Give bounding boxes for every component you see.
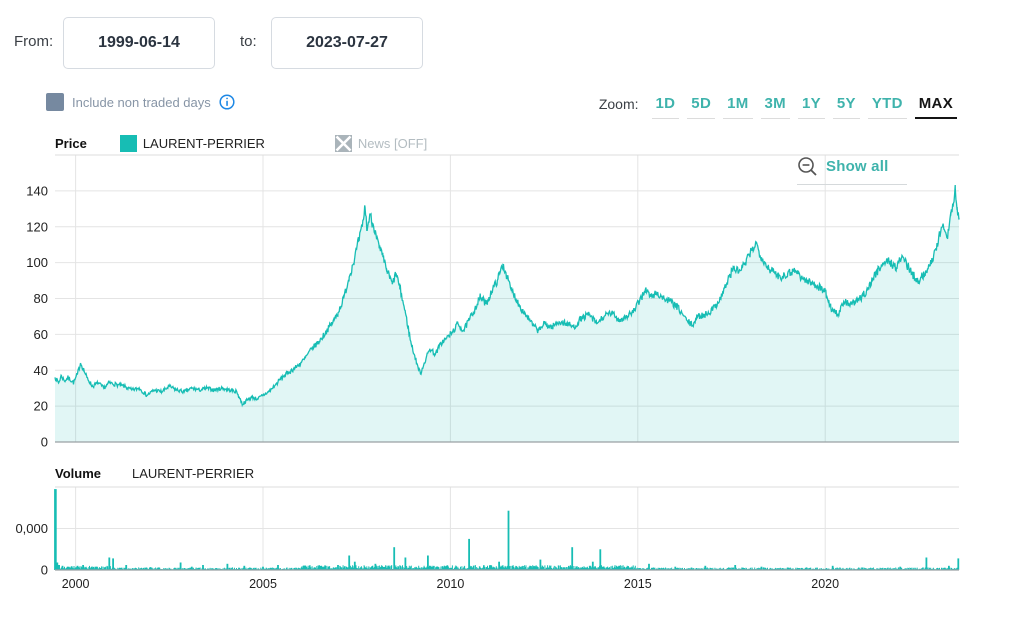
zoom-button-5y[interactable]: 5Y — [832, 95, 860, 119]
to-label: to: — [240, 33, 257, 50]
axis-tick-label: 40 — [34, 363, 48, 378]
news-toggle-label: News [OFF] — [357, 135, 428, 151]
price-area-fill — [55, 185, 959, 442]
price-panel-title: Price — [55, 135, 87, 151]
price-series-name: LAURENT-PERRIER — [142, 135, 265, 151]
axis-tick-label: 2020 — [811, 577, 839, 591]
axis-tick-label: 0 — [41, 435, 48, 450]
price-legend-row: Price LAURENT-PERRIER News [OFF] — [55, 134, 427, 152]
axis-tick-label: 120 — [26, 219, 48, 234]
zoom-button-1m[interactable]: 1M — [723, 95, 753, 119]
show-all-label: Show all — [826, 158, 889, 175]
zoom-label: Zoom: — [598, 96, 639, 112]
zoom-button-3m[interactable]: 3M — [760, 95, 790, 119]
axis-tick-label: 2015 — [624, 577, 652, 591]
zoom-button-ytd[interactable]: YTD — [867, 95, 907, 119]
zoom-buttons: 1D 5D 1M 3M 1Y 5Y YTD MAX — [648, 95, 961, 119]
to-date-input[interactable]: 2023-07-27 — [271, 17, 423, 69]
axis-tick-label: 2010 — [437, 577, 465, 591]
volume-y-axis-labels: 0 0,000 — [15, 521, 48, 578]
price-line-series — [54, 184, 960, 408]
include-non-traded-days-checkbox[interactable] — [46, 93, 64, 111]
volume-series-name: LAURENT-PERRIER — [132, 465, 255, 481]
from-date-input[interactable]: 1999-06-14 — [63, 17, 215, 69]
news-toggle[interactable]: News [OFF] — [334, 134, 428, 152]
axis-tick-label: 2005 — [249, 577, 277, 591]
x-axis-labels: 2000 2005 2010 2015 2020 — [62, 577, 839, 591]
axis-tick-label: 100 — [26, 255, 48, 270]
volume-gridlines — [55, 486, 959, 570]
price-chart[interactable]: 0 20 40 60 80 100 120 140 — [0, 152, 1029, 454]
axis-tick-label: 0,000 — [15, 521, 48, 536]
from-label: From: — [14, 33, 54, 50]
news-off-icon — [334, 134, 352, 152]
zoom-button-5d[interactable]: 5D — [687, 95, 716, 119]
volume-legend-row: Volume LAURENT-PERRIER — [55, 464, 254, 482]
zoom-button-1d[interactable]: 1D — [651, 95, 680, 119]
include-non-traded-days-row: Include non traded days — [46, 93, 235, 111]
axis-tick-label: 20 — [34, 399, 48, 414]
zoom-button-1y[interactable]: 1Y — [797, 95, 825, 119]
zoom-button-max[interactable]: MAX — [914, 95, 957, 119]
info-icon[interactable] — [219, 94, 235, 110]
volume-chart[interactable]: 0 0,000 2000 2005 2010 2015 2020 — [0, 484, 1029, 614]
axis-tick-label: 0 — [41, 563, 48, 578]
volume-bars-spikes — [54, 489, 960, 571]
axis-tick-label: 2000 — [62, 577, 90, 591]
zoom-controls: Zoom: 1D 5D 1M 3M 1Y 5Y YTD MAX — [599, 95, 961, 119]
zoom-out-icon — [798, 157, 817, 176]
axis-tick-label: 80 — [34, 291, 48, 306]
volume-panel-title: Volume — [55, 465, 101, 481]
price-gridlines — [55, 154, 959, 442]
show-all-button[interactable]: Show all — [797, 156, 907, 185]
price-series-swatch — [119, 134, 137, 152]
axis-tick-label: 140 — [26, 183, 48, 198]
axis-tick-label: 60 — [34, 327, 48, 342]
price-y-axis-labels: 0 20 40 60 80 100 120 140 — [26, 183, 48, 449]
include-non-traded-days-label: Include non traded days — [72, 94, 211, 110]
